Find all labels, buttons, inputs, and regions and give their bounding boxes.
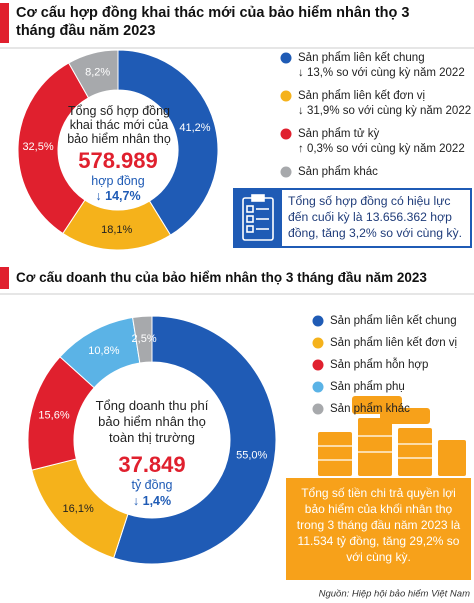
legend-label: Sản phẩm liên kết đơn vị <box>330 337 457 349</box>
value-label: 10,8% <box>88 345 119 357</box>
legend-marker <box>280 166 292 178</box>
legend-marker <box>312 337 324 349</box>
callout-box <box>286 478 471 580</box>
legend-label: Sản phẩm khác <box>298 166 378 178</box>
center-change: ↓ 1,4% <box>132 494 172 508</box>
center-unit: tỷ đồng <box>131 478 173 492</box>
legend-marker <box>280 128 292 140</box>
value-label: 55,0% <box>236 450 267 462</box>
center-value: 37.849 <box>118 452 186 477</box>
legend-label: Sản phẩm khác <box>330 403 410 415</box>
legend-label: Sản phẩm phụ <box>330 381 405 393</box>
value-label: 8,2% <box>85 67 110 79</box>
legend-marker <box>280 52 292 64</box>
source: Nguồn: Hiệp hội bảo hiểm Việt Nam <box>319 589 470 600</box>
center-text: Tổng doanh thu phí bảo hiểm nhân thọ toà… <box>95 398 209 445</box>
callout-text: Tổng số tiền chi trả quyền lợi bảo hiểm … <box>296 486 461 564</box>
value-label: 41,2% <box>179 122 210 134</box>
center-change: ↓ 14,7% <box>95 189 141 203</box>
clipboard-icon <box>242 194 274 241</box>
callout-text: Tổng số hợp đồng có hiệu lực đến cuối kỳ… <box>288 194 462 240</box>
legend-label: Sản phẩm liên kết đơn vị <box>298 90 425 102</box>
header-mark <box>0 3 9 43</box>
chart-title: Cơ cấu hợp đồng khai thác mới của bảo hi… <box>16 5 410 39</box>
value-label: 32,5% <box>22 141 53 153</box>
chart-title: Cơ cấu doanh thu của bảo hiểm nhân thọ 3… <box>16 270 427 285</box>
legend-label: Sản phẩm hỗn hợp <box>330 358 428 371</box>
donut-slice <box>117 49 219 236</box>
donut-slice <box>132 315 153 364</box>
center-text: Tổng số hợp đồng khai thác mới của bảo h… <box>67 104 171 146</box>
value-label: 15,6% <box>38 409 69 421</box>
legend-label: Sản phẩm tử kỳ <box>298 128 379 140</box>
center-value: 578.989 <box>78 148 158 173</box>
legend-marker <box>312 359 324 371</box>
header-mark <box>0 267 9 289</box>
donut-slice <box>17 62 90 235</box>
legend-note: ↑ 0,3% so với cùng kỳ năm 2022 <box>298 143 465 155</box>
donut-slice <box>68 49 119 99</box>
value-label: 18,1% <box>101 224 132 236</box>
value-label: 2,5% <box>132 333 157 345</box>
legend-label: Sản phẩm liên kết chung <box>330 315 457 327</box>
legend-marker <box>280 90 292 102</box>
legend-note: ↓ 31,9% so với cùng kỳ năm 2022 <box>298 105 471 117</box>
legend-label: Sản phẩm liên kết chung <box>298 52 425 64</box>
center-unit: hợp đồng <box>91 174 145 188</box>
legend-marker <box>312 315 324 327</box>
value-label: 16,1% <box>63 503 94 515</box>
money-icon <box>318 396 466 476</box>
donut-slice <box>113 315 277 565</box>
legend-note: ↓ 13,% so với cùng kỳ năm 2022 <box>298 67 465 79</box>
legend-marker <box>312 381 324 393</box>
legend-marker <box>312 403 324 415</box>
